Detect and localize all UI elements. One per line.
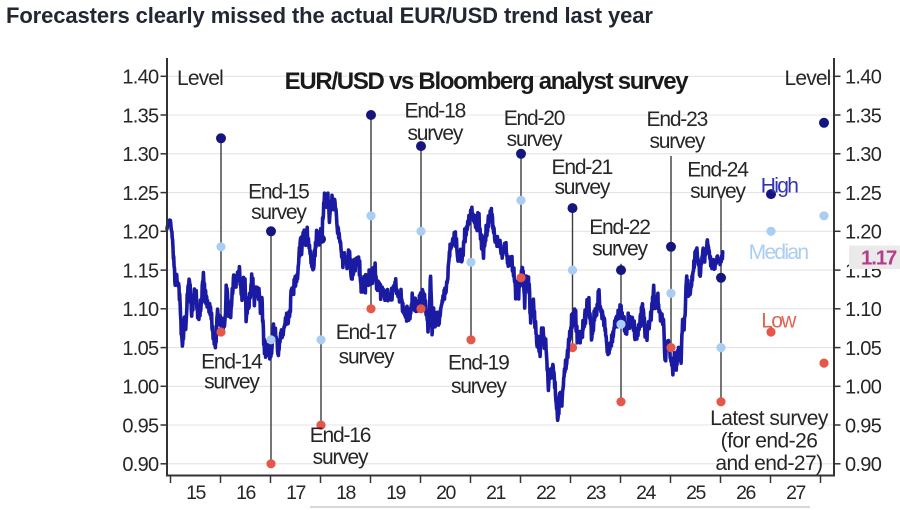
svg-text:1.00: 1.00: [122, 377, 159, 399]
svg-text:Latest survey: Latest survey: [710, 407, 829, 430]
svg-text:survey: survey: [313, 446, 369, 469]
svg-text:End-18: End-18: [405, 99, 466, 122]
svg-text:21: 21: [486, 482, 505, 504]
svg-text:End-15: End-15: [248, 180, 309, 203]
svg-text:End-16: End-16: [310, 424, 371, 447]
svg-text:1.15: 1.15: [122, 260, 159, 282]
svg-text:survey: survey: [649, 130, 705, 153]
svg-text:High: High: [761, 175, 798, 198]
svg-text:0.90: 0.90: [122, 454, 159, 476]
svg-text:1.35: 1.35: [845, 105, 882, 127]
svg-text:and end-27): and end-27): [715, 452, 822, 475]
svg-text:End-24: End-24: [687, 158, 749, 181]
svg-text:1.10: 1.10: [845, 299, 882, 321]
svg-text:Low: Low: [761, 309, 797, 332]
svg-text:1.20: 1.20: [122, 222, 159, 244]
svg-text:1.25: 1.25: [122, 183, 159, 205]
svg-text:1.30: 1.30: [122, 144, 159, 166]
svg-text:0.95: 0.95: [122, 415, 159, 437]
svg-text:1.00: 1.00: [845, 377, 882, 399]
svg-text:15: 15: [186, 482, 206, 504]
svg-text:1.35: 1.35: [122, 105, 159, 127]
svg-text:18: 18: [336, 482, 355, 504]
svg-text:End-23: End-23: [647, 108, 708, 131]
svg-text:1.40: 1.40: [845, 67, 882, 89]
svg-text:1.17: 1.17: [861, 247, 897, 270]
svg-text:23: 23: [586, 482, 605, 504]
svg-text:27: 27: [786, 482, 805, 504]
svg-text:survey: survey: [592, 238, 648, 261]
svg-text:1.10: 1.10: [122, 299, 159, 321]
svg-text:1.30: 1.30: [845, 144, 882, 166]
svg-text:survey: survey: [554, 176, 610, 199]
svg-text:16: 16: [236, 482, 255, 504]
svg-text:survey: survey: [251, 201, 307, 224]
svg-text:1.40: 1.40: [122, 67, 159, 89]
svg-text:survey: survey: [339, 346, 395, 369]
svg-text:End-20: End-20: [504, 107, 565, 130]
svg-text:End-14: End-14: [201, 351, 263, 374]
svg-text:1.20: 1.20: [845, 222, 882, 244]
svg-text:(for end-26: (for end-26: [721, 430, 818, 453]
svg-text:20: 20: [436, 482, 456, 504]
svg-text:1.05: 1.05: [122, 338, 159, 360]
svg-text:survey: survey: [690, 180, 746, 203]
svg-text:survey: survey: [451, 375, 507, 398]
svg-text:End-19: End-19: [448, 352, 509, 375]
svg-text:Level: Level: [177, 67, 223, 90]
svg-text:survey: survey: [407, 122, 463, 145]
svg-text:End-17: End-17: [336, 321, 397, 344]
svg-text:26: 26: [736, 482, 755, 504]
svg-text:survey: survey: [507, 128, 563, 151]
svg-text:24: 24: [636, 482, 656, 504]
svg-text:0.90: 0.90: [845, 454, 882, 476]
svg-text:End-21: End-21: [552, 156, 613, 179]
svg-text:17: 17: [286, 482, 305, 504]
svg-text:survey: survey: [204, 371, 260, 394]
svg-text:1.05: 1.05: [845, 338, 882, 360]
svg-text:Median: Median: [749, 241, 809, 264]
svg-text:Level: Level: [785, 67, 831, 90]
svg-text:EUR/USD vs Bloomberg analyst s: EUR/USD vs Bloomberg analyst survey: [285, 68, 690, 95]
svg-text:22: 22: [536, 482, 555, 504]
svg-text:End-22: End-22: [589, 216, 650, 239]
svg-text:1.25: 1.25: [845, 183, 882, 205]
svg-text:0.95: 0.95: [845, 415, 882, 437]
svg-text:19: 19: [386, 482, 405, 504]
svg-text:25: 25: [686, 482, 706, 504]
